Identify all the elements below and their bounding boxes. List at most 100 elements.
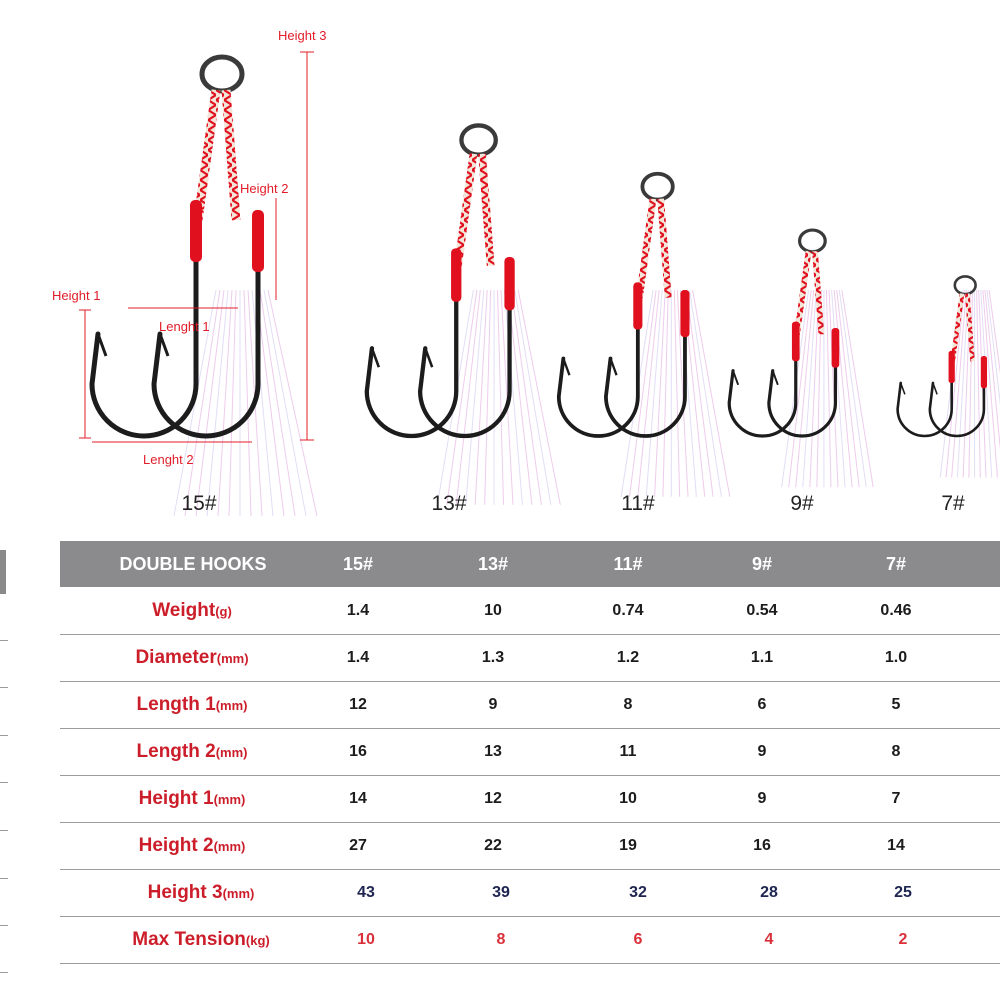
- table-cell: 16: [753, 837, 771, 854]
- hook-icon: [767, 332, 838, 438]
- row-label-unit: (mm): [213, 792, 246, 807]
- flash-strand: [795, 289, 815, 488]
- thread-wrap: [451, 248, 462, 302]
- table-cell: 10: [357, 931, 375, 948]
- flash-strand: [465, 289, 485, 505]
- flash-strand: [788, 289, 812, 488]
- header-col-13: 13#: [477, 554, 509, 574]
- table-cell: 19: [619, 837, 637, 854]
- assist-rope: [221, 89, 241, 221]
- flash-strand: [676, 289, 689, 497]
- row-label-text: Weight: [152, 600, 216, 621]
- hook-icon: [604, 295, 687, 438]
- flash-strand: [645, 289, 663, 497]
- table-cell: 12: [349, 696, 367, 713]
- hook-15: [89, 54, 318, 517]
- table-row: Height 2(mm) 27 22 19 16 14: [60, 822, 1000, 870]
- edge-tick: [0, 925, 8, 926]
- assist-rope: [794, 250, 812, 335]
- flash-strand: [267, 289, 318, 517]
- row-label-text: Height 2: [138, 835, 214, 856]
- table-cell: 0.46: [880, 602, 912, 619]
- barb-icon: [771, 370, 779, 386]
- table-cell: 27: [349, 837, 367, 854]
- length-1-label: Lenght 1: [159, 319, 210, 334]
- flash-strand: [243, 289, 252, 517]
- flash-strand: [956, 289, 969, 478]
- hook-13: [364, 123, 561, 505]
- row-label-unit: (mm): [222, 886, 255, 901]
- assist-rope: [193, 89, 221, 221]
- table-cell: 39: [492, 884, 510, 901]
- barb-icon: [732, 370, 740, 386]
- flash-strand: [986, 289, 1000, 406]
- table-cell: 6: [633, 931, 643, 948]
- table-row: Weight(g) 1.4 10 0.74 0.54 0.46: [60, 587, 1000, 635]
- table-cell: 11: [619, 743, 637, 760]
- row-label-unit: (mm): [213, 839, 246, 854]
- edge-tick: [0, 878, 8, 879]
- flash-strand: [976, 289, 981, 478]
- row-label: Length 1(mm): [137, 681, 248, 729]
- edge-tick: [0, 830, 8, 831]
- flash-strand: [828, 289, 839, 488]
- table-cell: 10: [619, 790, 637, 807]
- barb-icon: [96, 333, 108, 357]
- assist-rope: [657, 198, 672, 298]
- hook-icon: [556, 288, 640, 438]
- flash-strand: [637, 289, 660, 497]
- flash-strand: [689, 289, 722, 497]
- thread-wrap: [252, 210, 264, 272]
- height-3-label: Height 3: [278, 28, 326, 43]
- flash-strand: [206, 289, 229, 517]
- row-label-text: Height 1: [138, 788, 214, 809]
- flash-strand: [500, 289, 514, 505]
- table-cell: 7: [891, 790, 901, 807]
- flash-strand: [945, 289, 965, 478]
- split-ring-icon: [953, 275, 977, 296]
- table-cell: 28: [760, 884, 778, 901]
- row-label-text: Height 3: [147, 882, 223, 903]
- table-cell: 8: [623, 696, 633, 713]
- table-cell: 1.4: [346, 649, 370, 666]
- hook-illustration: Height 3 Height 2 Height 1 Lenght 1 Leng…: [52, 28, 1000, 517]
- flash-strand: [685, 289, 714, 497]
- flash-strand: [484, 289, 492, 505]
- table-row: Height 1(mm) 14 12 10 9 7: [60, 775, 1000, 823]
- flash-strand: [259, 289, 296, 517]
- table-cell: 32: [629, 884, 647, 901]
- header-col-15: 15#: [342, 554, 374, 574]
- hook-7: [896, 275, 1000, 478]
- thread-wrap: [831, 328, 840, 368]
- flash-strand: [514, 289, 552, 505]
- height-2-label: Height 2: [240, 181, 288, 196]
- table-cell: 6: [757, 696, 767, 713]
- flash-strand: [982, 289, 998, 478]
- flash-strand: [831, 289, 846, 488]
- thread-wrap: [680, 290, 690, 338]
- hook-icon: [928, 359, 986, 438]
- size-label-7: 7#: [941, 492, 965, 515]
- flash-strand: [255, 289, 285, 517]
- row-label: Max Tension(kg): [132, 916, 270, 964]
- row-label-unit: (mm): [215, 698, 248, 713]
- length-2-label: Lenght 2: [143, 452, 194, 467]
- assist-rope: [454, 153, 478, 267]
- table-cell: 4: [764, 931, 774, 948]
- row-label-unit: (g): [215, 604, 232, 619]
- hook-icon: [364, 254, 459, 439]
- table-cell: 1.4: [346, 602, 370, 619]
- table-cell: 14: [887, 837, 905, 854]
- table-cell: 14: [349, 790, 367, 807]
- row-label: Height 3(mm): [148, 869, 255, 917]
- table-cell: 9: [488, 696, 498, 713]
- flash-strand: [673, 289, 681, 497]
- flash-strand: [628, 289, 657, 497]
- thread-wrap: [791, 321, 800, 362]
- barb-icon: [424, 347, 434, 368]
- hook-icon: [896, 354, 953, 438]
- row-label-text: Length 2: [136, 741, 216, 762]
- flash-strand: [833, 289, 853, 488]
- thread-wrap: [980, 356, 988, 389]
